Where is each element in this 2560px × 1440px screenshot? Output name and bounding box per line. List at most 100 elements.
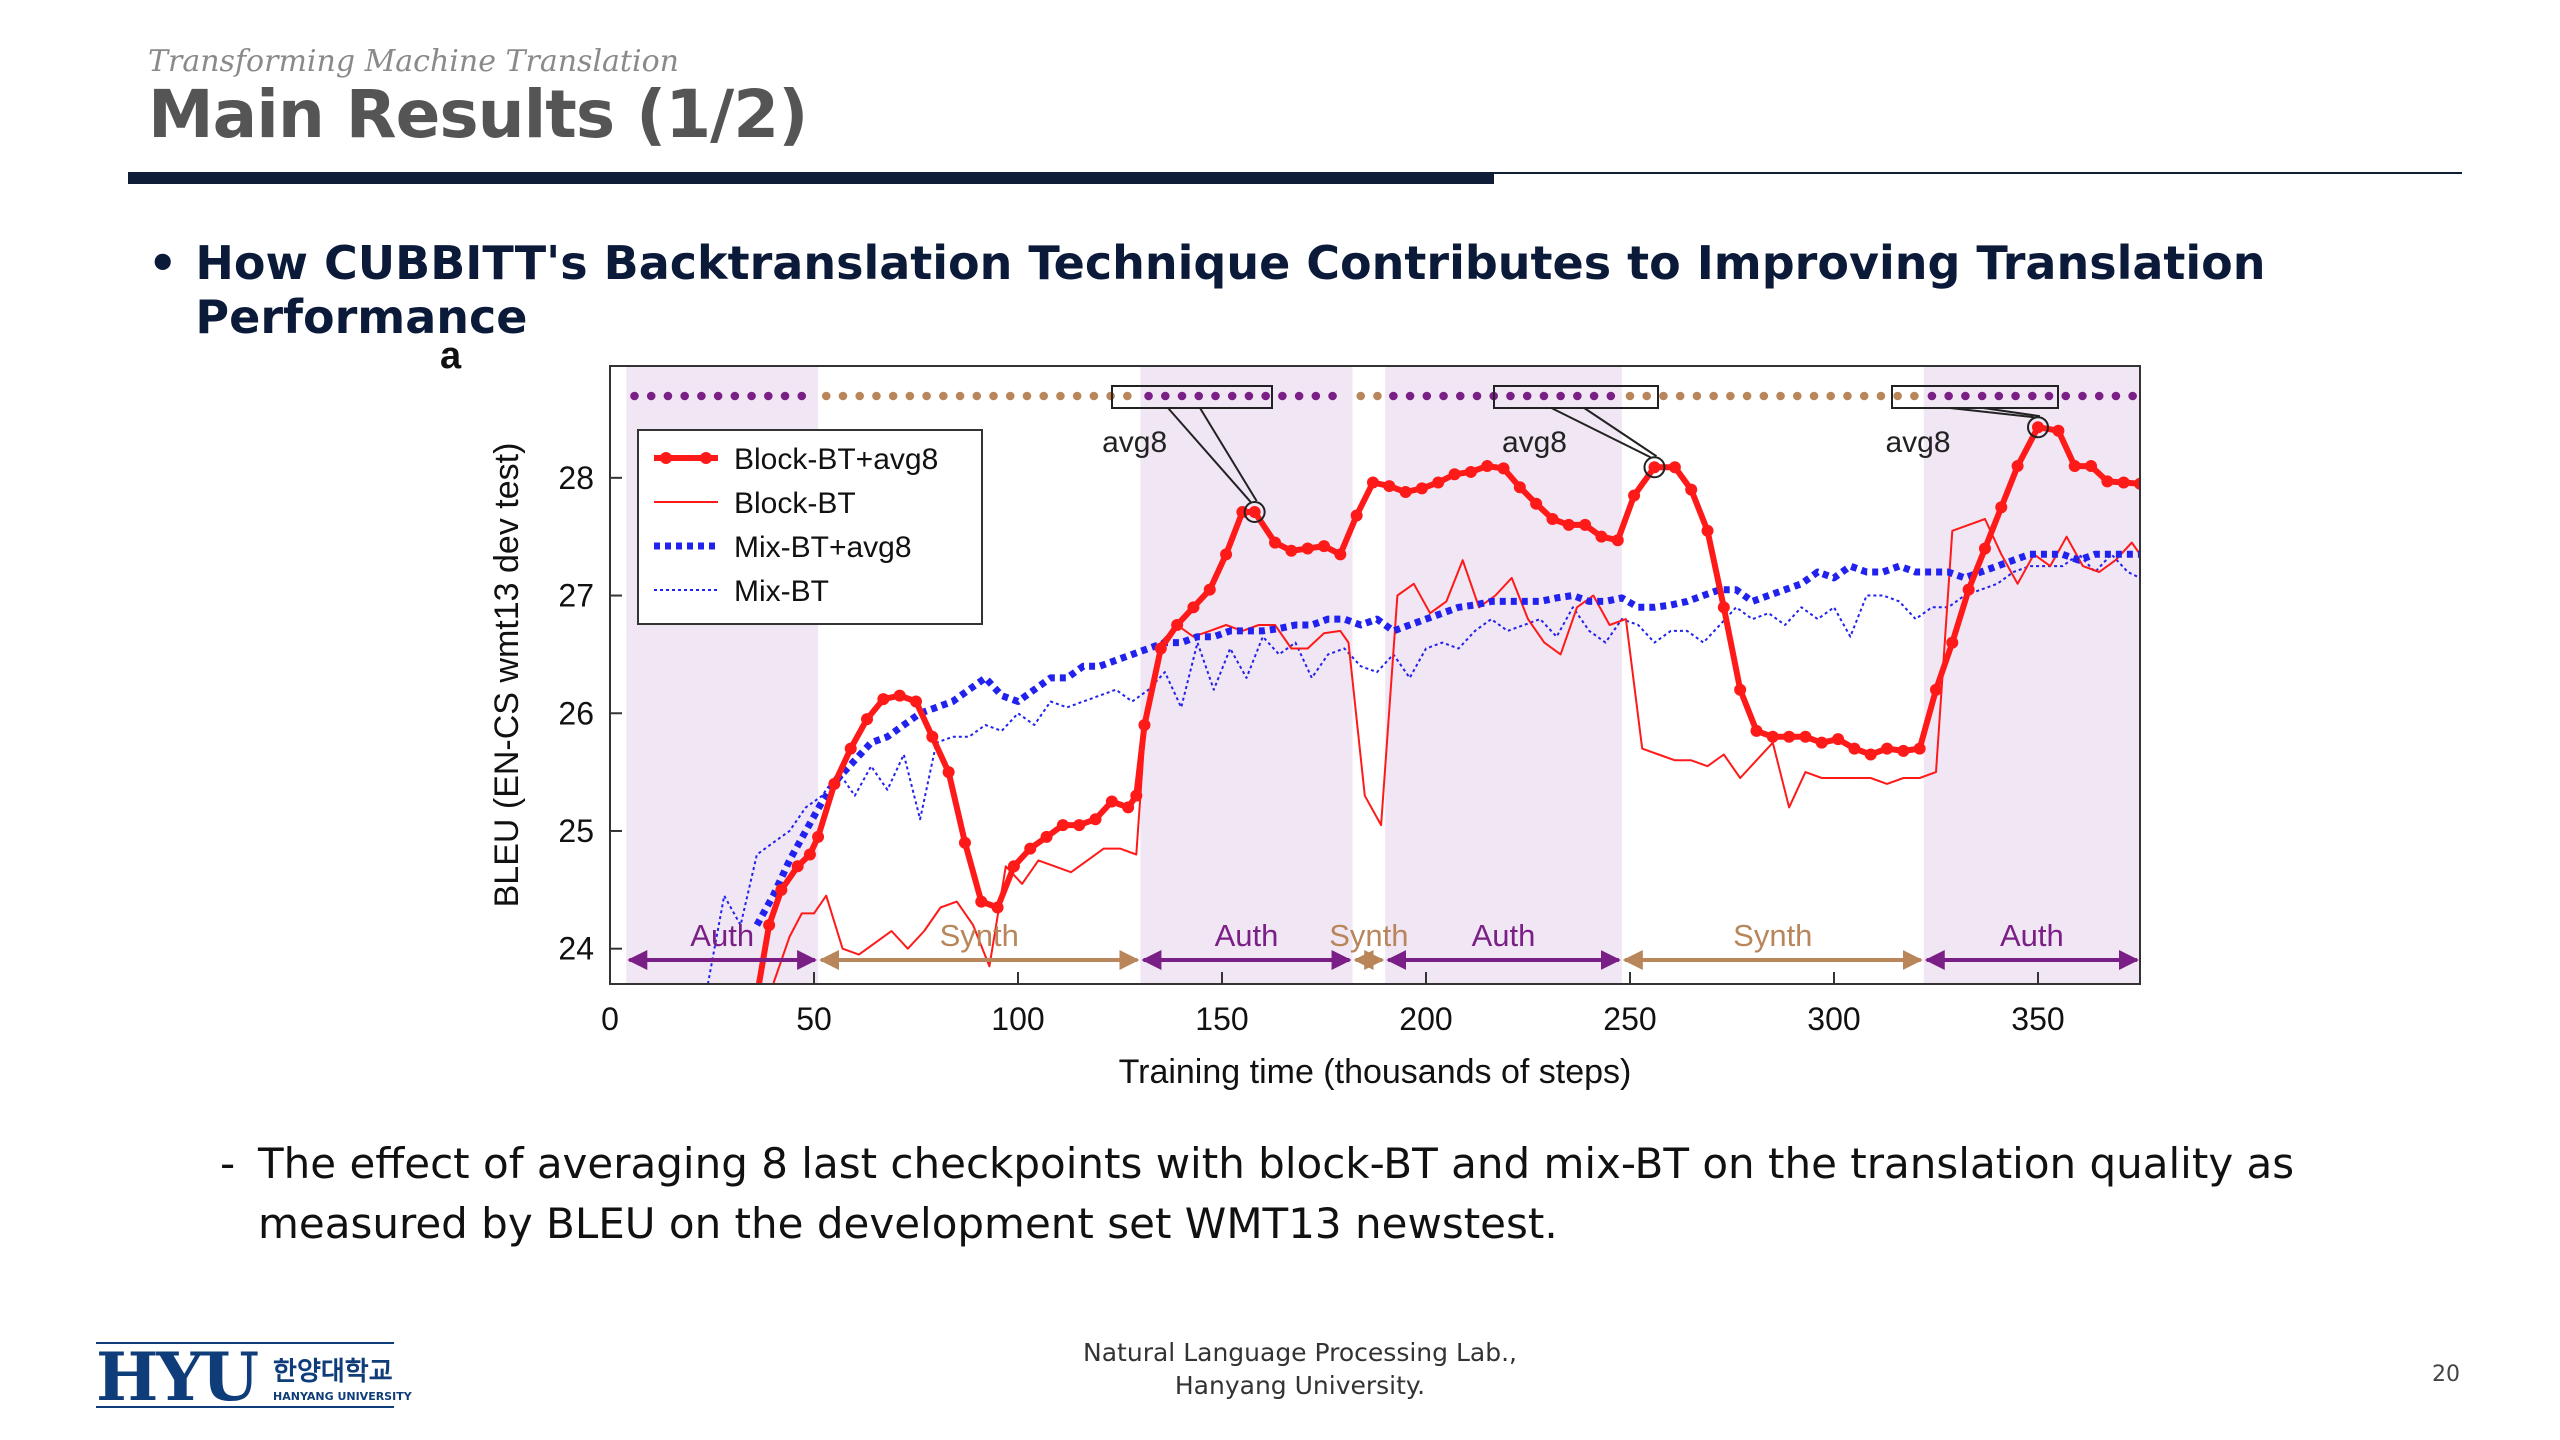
status-dot [1792,391,1802,401]
status-dot [1659,391,1668,401]
block-bt-avg8-point [1248,505,1261,518]
status-dot [922,391,931,401]
status-dot [1994,391,2004,401]
block-bt-avg8-point [1930,683,1942,696]
status-dot [1389,391,1398,401]
logo-english: HANYANG UNIVERSITY [273,1390,412,1403]
title-rule-thick [128,172,1494,184]
status-dot [1072,391,1082,401]
status-dot [713,391,723,401]
legend-label: Mix-BT+avg8 [734,531,912,564]
avg8-leader [1949,407,2035,419]
status-dot [2128,391,2137,401]
status-dot [1373,391,1382,401]
block-bt-avg8-point [1334,548,1347,561]
status-dot [1422,391,1432,401]
avg8-leader [1167,407,1252,503]
status-dot [1692,391,1702,401]
status-dot [630,391,639,401]
block-bt-avg8-point [1122,801,1135,814]
slide-supertitle: Transforming Machine Translation [148,44,679,79]
status-dot [1144,391,1153,401]
status-dot [1927,391,1937,401]
status-dot [1539,391,1549,401]
status-dot [2061,391,2071,401]
block-bt-avg8-point [1579,518,1592,531]
block-bt-avg8-point [751,990,763,1002]
region-label-auth: Auth [690,918,754,953]
block-bt-avg8-point [1546,513,1559,526]
block-bt-avg8-point [1497,462,1510,475]
avg8-marker [2027,416,2049,439]
block-bt-avg8-point [775,883,788,896]
block-bt-avg8-point [1766,730,1779,743]
status-dot [1039,391,1049,401]
block-bt-avg8-point [1285,544,1298,557]
status-dot [1123,391,1132,401]
x-tick-label: 300 [1807,1001,1860,1037]
status-dot [821,391,831,401]
status-dot [646,391,656,401]
block-bt-avg8-point [1628,489,1641,502]
status-dot [780,391,790,401]
status-dot [1227,391,1237,401]
auth-region-shade-2 [1140,366,1353,984]
block-bt-avg8-point [1815,736,1828,749]
series-group [706,421,2140,1002]
block-bt-avg8-point [1734,683,1747,696]
description-marker: - [220,1139,236,1188]
status-dot [1776,391,1785,401]
logo-bottom-line [96,1406,394,1408]
block-bt-avg8-point [1685,483,1698,496]
status-dot [1809,391,1819,401]
status-dot [1759,391,1769,401]
avg8-leader [1199,407,1258,502]
block-bt-avg8-point [1366,476,1379,489]
region-label-synth: Synth [1733,918,1812,953]
x-tick-label: 0 [601,1001,619,1037]
region-label-synth: Synth [1329,918,1408,953]
description-text: The effect of averaging 8 last checkpoin… [258,1139,2295,1248]
block-bt-avg8-point [861,713,874,726]
x-tick-label: 350 [2011,1001,2064,1037]
status-dot [1606,391,1616,401]
status-dot [1742,391,1752,401]
status-dot [1211,391,1220,401]
status-dot [1177,391,1187,401]
block-bt-avg8-point [910,695,922,708]
block-bt-avg8-point [2032,421,2044,434]
logo-name: 한양대학교 HANYANG UNIVERSITY [273,1351,412,1403]
block-bt-avg8-point [763,919,776,932]
block-bt-avg8-point [2085,460,2098,473]
status-dot [1910,391,1919,401]
block-bt-avg8-point [1995,501,2008,514]
block-bt-avg8-point [1897,744,1910,757]
status-dot [1194,391,1204,401]
status-dot [797,391,807,401]
block-bt-avg8-point [1881,742,1894,755]
status-dot [1089,391,1099,401]
status-dot [1472,391,1482,401]
y-tick-label: 27 [558,578,594,614]
legend-label: Block-BT+avg8 [734,443,938,476]
block-bt-avg8-point [1399,485,1412,498]
auth-region-shade-6 [1923,366,2140,984]
block-bt-avg8-point [1301,542,1314,555]
block-bt-avg8-point [2117,476,2130,489]
x-axis-label: Training time (thousands of steps) [1119,1053,1632,1091]
status-dot [989,391,998,401]
legend-box [637,429,983,625]
block-bt-avg8-point [1073,819,1086,832]
status-dot [1961,391,1970,401]
block-bt-avg8-point [1318,540,1330,553]
series-line-mix-bt [706,553,2140,984]
block-bt-avg8-point [1024,842,1037,855]
status-dot [905,391,915,401]
avg8-box [1891,385,2059,409]
x-tick-label: 100 [991,1001,1044,1037]
logo-top-line [96,1342,394,1344]
status-dot [680,391,689,401]
footer-lab: Natural Language Processing Lab., Hanyan… [1000,1336,1600,1402]
block-bt-avg8-point [1448,468,1461,481]
